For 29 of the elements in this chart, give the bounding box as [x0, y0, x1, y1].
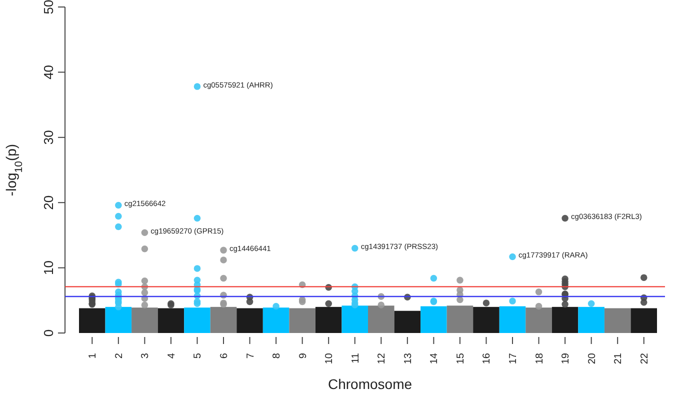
x-tick-label: 3 [140, 352, 152, 359]
x-tick-label: 21 [613, 352, 624, 364]
x-tick-label: 20 [586, 352, 598, 364]
y-tick-label: 30 [41, 130, 56, 145]
x-tick-label: 5 [192, 352, 204, 359]
x-tick-label: 11 [350, 352, 362, 364]
x-tick-label: 18 [534, 352, 546, 364]
x-tick-label: 12 [376, 352, 388, 364]
x-tick-label: 9 [298, 352, 309, 359]
x-tick-label: 4 [166, 352, 178, 359]
y-tick-label: 0 [41, 329, 56, 337]
x-tick-label: 13 [402, 352, 414, 364]
x-axis-title: Chromosome [328, 376, 412, 392]
x-tick-label: 16 [482, 352, 493, 364]
y-tick-label: 10 [41, 260, 56, 276]
x-tick-label: 1 [88, 352, 99, 359]
x-tick-label: 19 [560, 352, 572, 364]
x-tick-label: 2 [114, 352, 125, 359]
x-tick-label: 14 [429, 352, 440, 364]
x-tick-label: 15 [455, 352, 466, 364]
x-tick-label: 10 [324, 352, 336, 364]
x-tick-label: 7 [245, 352, 256, 359]
x-tick-label: 22 [639, 352, 650, 364]
x-tick-label: 6 [219, 352, 230, 359]
y-tick-label: 20 [41, 195, 56, 210]
x-tick-label: 17 [508, 352, 519, 364]
y-tick-label: 50 [41, 0, 56, 14]
y-tick-label: 40 [41, 64, 56, 80]
x-tick-label: 8 [272, 352, 283, 359]
